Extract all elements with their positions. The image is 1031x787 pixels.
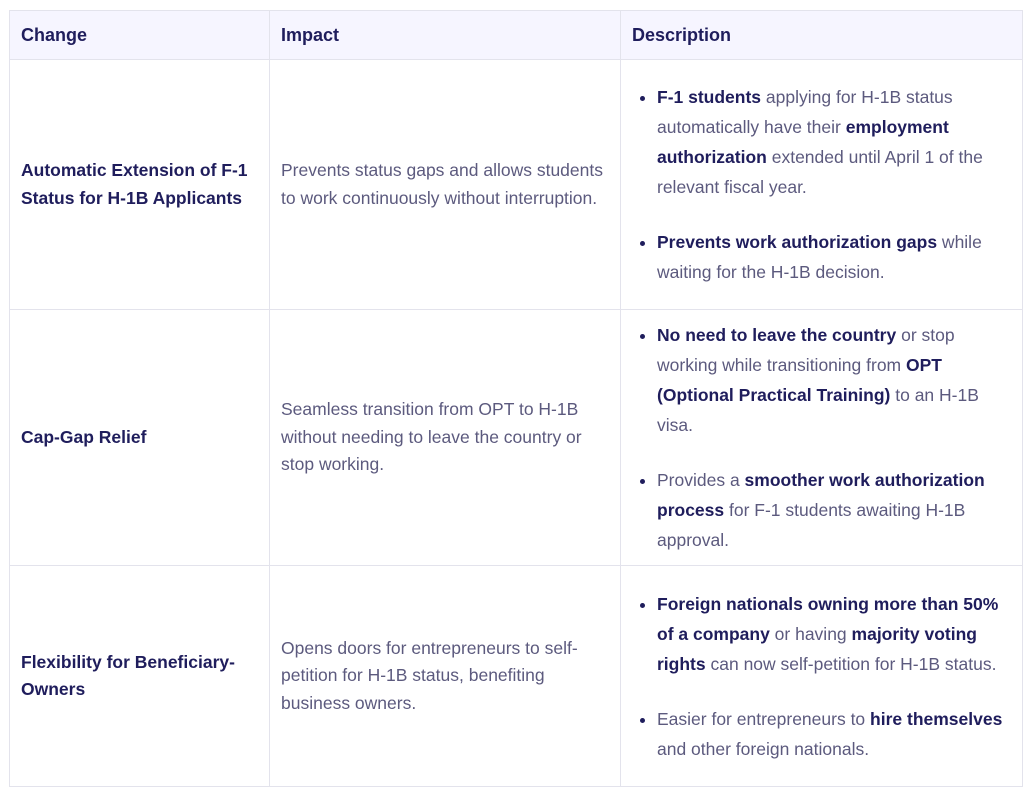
description-list: No need to leave the country or stop wor… — [634, 320, 1011, 555]
body-text: Provides a — [657, 470, 745, 490]
description-list: Foreign nationals owning more than 50% o… — [634, 589, 1011, 764]
list-item: Easier for entrepreneurs to hire themsel… — [657, 704, 1011, 764]
change-cell: Cap-Gap Relief — [9, 309, 270, 566]
table-row: Cap-Gap Relief Seamless transition from … — [9, 309, 1023, 566]
list-item: Foreign nationals owning more than 50% o… — [657, 589, 1011, 679]
table-row: Automatic Extension of F-1 Status for H-… — [9, 59, 1023, 310]
description-cell: No need to leave the country or stop wor… — [620, 309, 1023, 566]
description-list: F-1 students applying for H-1B status au… — [634, 82, 1011, 287]
body-text: and other foreign nationals. — [657, 738, 870, 759]
impact-cell: Opens doors for entrepreneurs to self-pe… — [269, 565, 621, 787]
bold-text: OPT (Optional Practical Training) — [657, 355, 942, 405]
description-cell: Foreign nationals owning more than 50% o… — [620, 565, 1023, 787]
bold-text: majority voting rights — [657, 623, 977, 674]
description-cell: F-1 students applying for H-1B status au… — [620, 59, 1023, 310]
table-row: Flexibility for Beneficiary-Owners Opens… — [9, 565, 1023, 787]
change-cell: Flexibility for Beneficiary-Owners — [9, 565, 270, 787]
body-text: Easier for entrepreneurs to — [657, 708, 871, 729]
body-text: or having — [769, 623, 852, 644]
body-text: can now self-petition for H-1B status. — [705, 653, 997, 674]
header-change: Change — [9, 10, 270, 60]
bold-text: F-1 students — [657, 87, 762, 107]
impact-cell: Prevents status gaps and allows students… — [269, 59, 621, 310]
header-description: Description — [620, 10, 1023, 60]
bold-text: Foreign nationals owning more than 50% o… — [657, 593, 999, 644]
comparison-table-container: Change Impact Description Automatic Exte… — [9, 10, 1023, 787]
change-cell: Automatic Extension of F-1 Status for H-… — [9, 59, 270, 310]
body-text: while waiting for the H-1B decision. — [657, 232, 982, 282]
body-text: for F-1 students awaiting H-1B approval. — [657, 500, 966, 550]
list-item: Provides a smoother work authorization p… — [657, 465, 1011, 555]
list-item: No need to leave the country or stop wor… — [657, 320, 1011, 440]
body-text: extended until April 1 of the relevant f… — [657, 147, 983, 197]
header-impact: Impact — [269, 10, 621, 60]
h1b-changes-table: Change Impact Description Automatic Exte… — [9, 10, 1023, 787]
bold-text: smoother work authorization process — [657, 470, 985, 520]
impact-cell: Seamless transition from OPT to H-1B wit… — [269, 309, 621, 566]
body-text: to an H-1B visa. — [657, 385, 979, 435]
list-item: Prevents work authorization gaps while w… — [657, 227, 1011, 287]
bold-text: hire themselves — [870, 708, 1003, 729]
bold-text: employment authorization — [657, 117, 949, 167]
header-row: Change Impact Description — [9, 10, 1023, 60]
body-text: or stop working while transitioning from — [657, 325, 955, 375]
list-item: F-1 students applying for H-1B status au… — [657, 82, 1011, 202]
body-text: applying for H-1B status automatically h… — [657, 87, 953, 137]
bold-text: Prevents work authorization gaps — [657, 232, 938, 252]
bold-text: No need to leave the country — [657, 325, 897, 345]
